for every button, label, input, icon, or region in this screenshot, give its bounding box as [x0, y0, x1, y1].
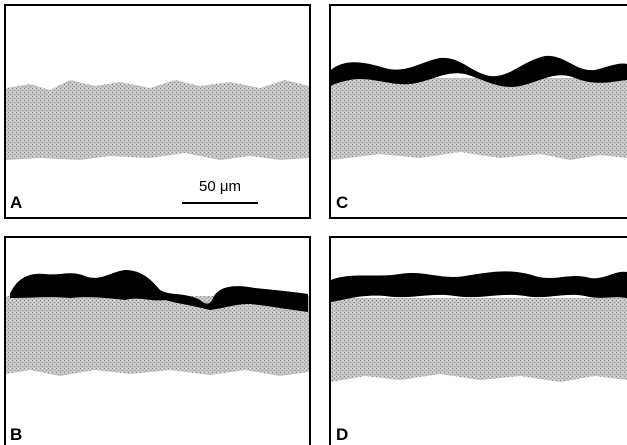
panel-label: B: [10, 425, 22, 444]
tissue-layer: [6, 296, 309, 376]
panel-c: C: [329, 4, 627, 219]
deposit-layer: [331, 271, 627, 302]
panel-label: A: [10, 193, 22, 212]
panel-label: C: [336, 193, 348, 212]
panel-a: A 50 μm: [4, 4, 311, 219]
tissue-layer: [331, 298, 627, 382]
panel-label: D: [336, 425, 348, 444]
tissue-layer: [331, 78, 627, 160]
panel-d: D: [329, 236, 627, 445]
deposit-layer: [10, 270, 308, 312]
tissue-layer: [6, 80, 309, 160]
scale-bar-label: 50 μm: [199, 178, 241, 195]
panel-b: B: [4, 236, 311, 445]
deposit-layer: [331, 55, 627, 87]
